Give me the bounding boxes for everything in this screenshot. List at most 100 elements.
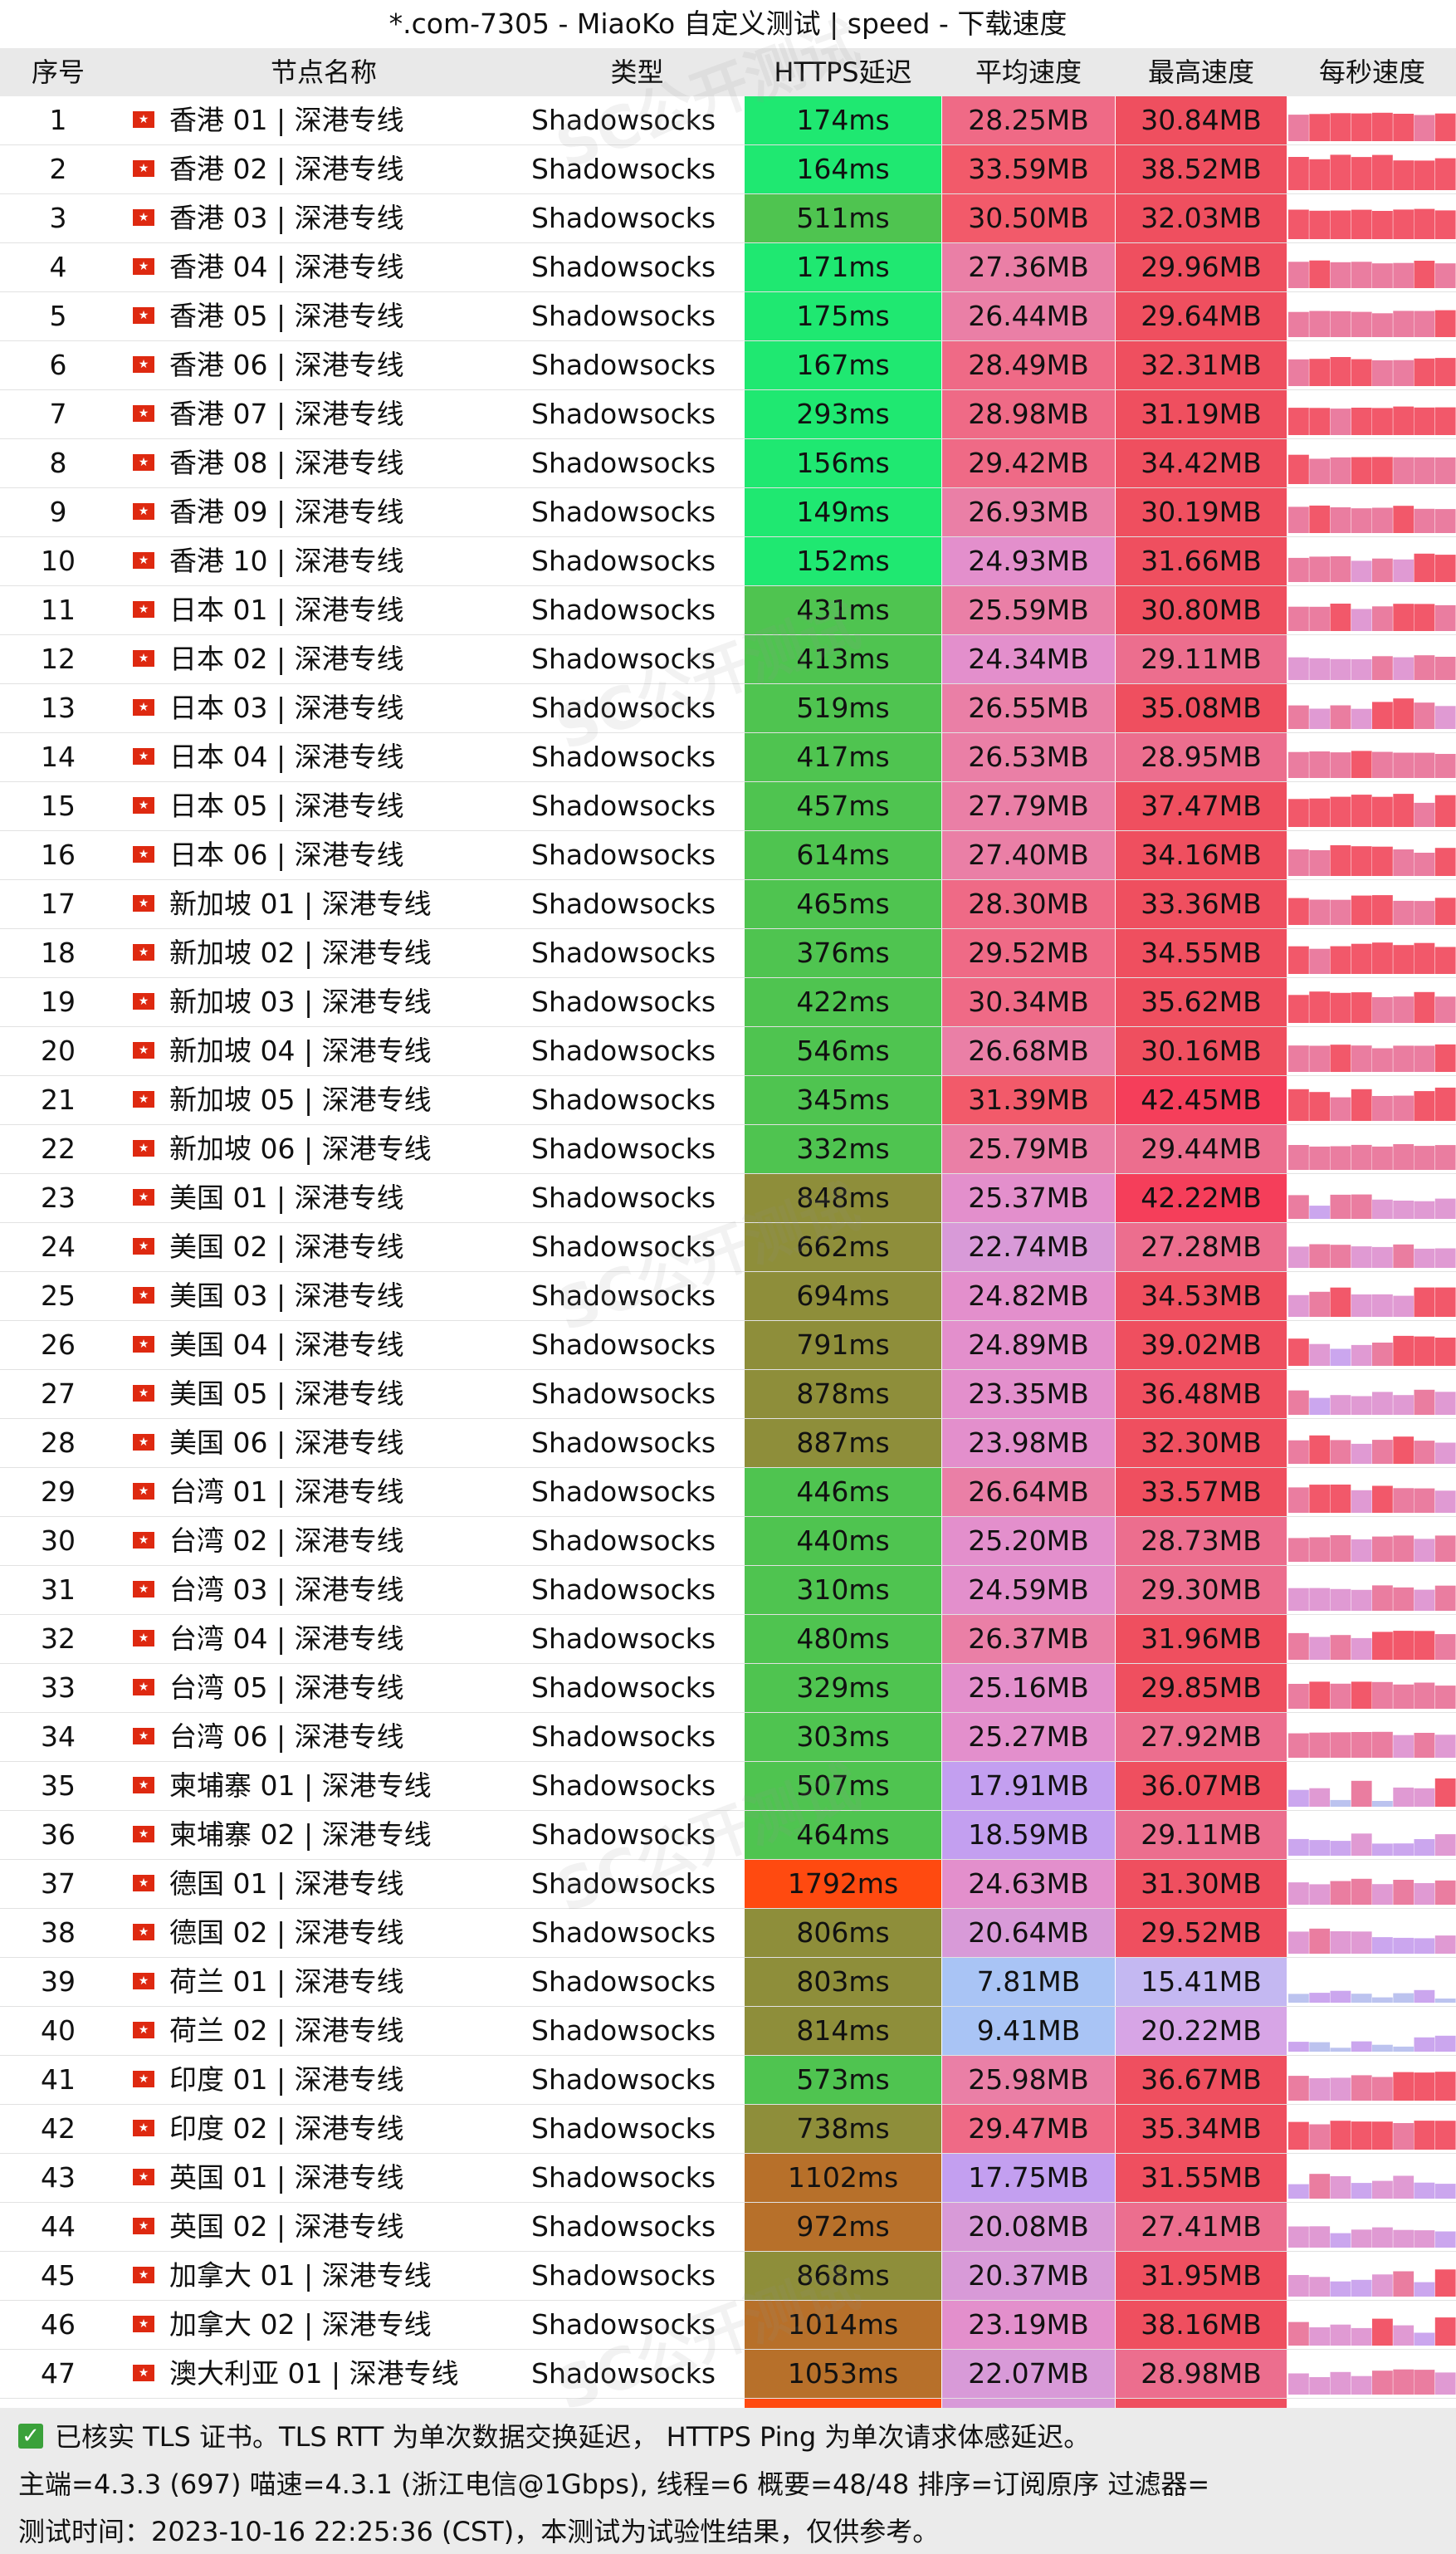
hong-kong-flag-icon: ★ (133, 1972, 154, 1989)
average-speed: 26.68MB (942, 1027, 1115, 1075)
node-name: 柬埔寨 01 | 深港专线 (169, 1769, 432, 1802)
row-index: 14 (41, 741, 76, 773)
node-name: 美国 02 | 深港专线 (169, 1231, 404, 1263)
sparkline-bar (1330, 2281, 1351, 2297)
header-avg-speed[interactable]: 平均速度 (975, 56, 1082, 88)
header-type[interactable]: 类型 (610, 56, 664, 88)
table-row: 42 ★ 印度 02 | 深港专线 Shadowsocks 738ms 29.47MB 35… (0, 2105, 1456, 2154)
hong-kong-flag-icon: ★ (133, 453, 154, 471)
node-name-cell: ★ 台湾 05 | 深港专线 (125, 1664, 531, 1712)
sparkline-bar (1372, 895, 1393, 925)
node-name: 台湾 04 | 深港专线 (169, 1622, 404, 1655)
table-row: 25 ★ 美国 03 | 深港专线 Shadowsocks 694ms 24.82MB 34… (0, 1272, 1456, 1321)
sparkline-chart (1288, 1335, 1456, 1366)
sparkline-bar (1434, 457, 1456, 484)
sparkline-chart (1288, 1833, 1456, 1856)
sparkline-bar (1351, 1994, 1372, 2003)
sparkline-chart (1288, 112, 1456, 141)
sparkline-bar (1434, 407, 1456, 435)
average-speed: 17.91MB (942, 1762, 1115, 1810)
sparkline-bar (1351, 359, 1372, 386)
table-row: 14 ★ 日本 04 | 深港专线 Shadowsocks 417ms 26.53MB 28… (0, 733, 1456, 782)
sparkline-bar (1309, 159, 1331, 190)
https-latency: 546ms (745, 1027, 941, 1075)
hong-kong-flag-icon: ★ (133, 404, 154, 422)
sparkline-bar (1414, 1287, 1435, 1317)
sparkline-bar (1372, 558, 1393, 582)
https-latency: 171ms (745, 243, 941, 291)
https-latency: 803ms (745, 1958, 941, 2006)
sparkline-bar (1288, 115, 1309, 141)
sparkline-bar (1351, 2229, 1372, 2248)
node-name: 香港 09 | 深港专线 (169, 496, 404, 528)
sparkline-chart (1288, 942, 1456, 974)
sparkline-bar (1288, 454, 1309, 484)
node-name-cell: ★ 香港 04 | 深港专线 (125, 243, 531, 291)
table-row: 36 ★ 柬埔寨 02 | 深港专线 Shadowsocks 464ms 18.59MB 2… (0, 1811, 1456, 1860)
sparkline-bar (1414, 942, 1435, 974)
sparkline-bar (1393, 2325, 1414, 2346)
sparkline-bar (1434, 1145, 1456, 1170)
table-row: 2 ★ 香港 02 | 深港专线 Shadowsocks 164ms 33.59MB 38.… (0, 145, 1456, 194)
sparkline-bar (1372, 1681, 1393, 1709)
sparkline-bar (1434, 1834, 1456, 1856)
sparkline-bar (1393, 2271, 1414, 2297)
header-index[interactable]: 序号 (31, 56, 85, 88)
sparkline-bar (1372, 2044, 1393, 2052)
sparkline-chart (1288, 655, 1456, 680)
node-type: Shadowsocks (531, 300, 716, 332)
sparkline-bar (1288, 1440, 1309, 1464)
https-latency: 519ms (745, 684, 941, 732)
sparkline-chart (1288, 1287, 1456, 1317)
sparkline-bar (1393, 698, 1414, 729)
sparkline-bar (1288, 751, 1309, 778)
max-speed: 28.98MB (1116, 2350, 1287, 2398)
sparkline-bar (1414, 2072, 1435, 2101)
table-row: 34 ★ 台湾 06 | 深港专线 Shadowsocks 303ms 25.27MB 27… (0, 1713, 1456, 1762)
sparkline-bar (1372, 1585, 1393, 1611)
node-name-cell: ★ 英国 02 | 深港专线 (125, 2203, 531, 2251)
sparkline-bar (1309, 2174, 1331, 2199)
max-speed: 39.02MB (1116, 1321, 1287, 1369)
max-speed: 37.47MB (1116, 782, 1287, 830)
average-speed: 30.34MB (942, 978, 1115, 1026)
node-name-cell: ★ 香港 03 | 深港专线 (125, 194, 531, 242)
sparkline-bar (1309, 114, 1331, 141)
sparkline-bar (1414, 311, 1435, 337)
hong-kong-flag-icon: ★ (133, 1139, 154, 1157)
node-name: 台湾 03 | 深港专线 (169, 1573, 404, 1606)
test-time: 测试时间：2023-10-16 22:25:36 (CST)，本测试为试验性结果… (18, 2516, 940, 2547)
sparkline-bar (1414, 457, 1435, 484)
sparkline-bar (1393, 1937, 1414, 1954)
header-latency[interactable]: HTTPS延迟 (774, 56, 912, 88)
sparkline-bar (1330, 1245, 1351, 1268)
node-name-cell: ★ 新加坡 04 | 深港专线 (125, 1027, 531, 1075)
average-speed: 25.98MB (942, 2056, 1115, 2104)
node-name-cell: ★ 香港 05 | 深港专线 (125, 292, 531, 340)
sparkline-bar (1414, 802, 1435, 827)
sparkline-bar (1330, 1841, 1351, 1856)
sparkline-chart (1288, 454, 1456, 484)
sparkline-bar (1330, 507, 1351, 533)
https-latency: 480ms (745, 1615, 941, 1663)
node-type: Shadowsocks (531, 1182, 716, 1214)
header-node-name[interactable]: 节点名称 (270, 56, 377, 88)
https-latency: 1053ms (745, 2350, 941, 2398)
table-row: 38 ★ 德国 02 | 深港专线 Shadowsocks 806ms 20.64MB 29… (0, 1909, 1456, 1958)
hong-kong-flag-icon: ★ (133, 1727, 154, 1744)
node-name-cell: ★ 台湾 01 | 深港专线 (125, 1468, 531, 1516)
sparkline-chart (1288, 154, 1456, 190)
row-index: 29 (41, 1475, 76, 1508)
table-row: 11 ★ 日本 01 | 深港专线 Shadowsocks 431ms 25.59MB 30… (0, 586, 1456, 635)
sparkline-bar (1372, 1440, 1393, 1464)
sparkline-bar (1309, 658, 1331, 680)
average-speed: 29.42MB (942, 439, 1115, 487)
sparkline-bar (1393, 2175, 1414, 2199)
row-index: 26 (41, 1328, 76, 1361)
node-type: Shadowsocks (531, 153, 716, 185)
header-max-speed[interactable]: 最高速度 (1147, 56, 1254, 88)
header-per-second-speed[interactable]: 每秒速度 (1318, 56, 1425, 88)
sparkline-bar (1393, 794, 1414, 827)
sparkline-bar (1288, 1487, 1309, 1513)
https-latency: 887ms (745, 1419, 941, 1467)
